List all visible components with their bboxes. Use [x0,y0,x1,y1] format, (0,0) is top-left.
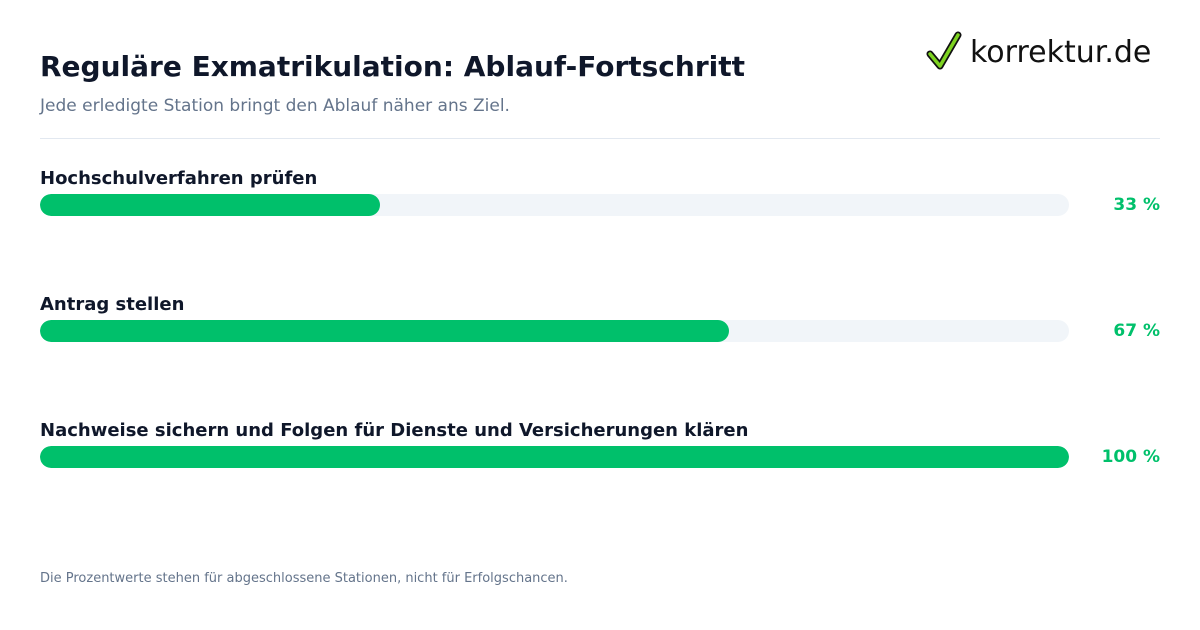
footnote: Die Prozentwerte stehen für abgeschlosse… [40,571,568,586]
page-title: Reguläre Exmatrikulation: Ablauf-Fortsch… [40,50,746,83]
progress-track [40,446,1069,468]
progress-bar [40,194,380,216]
header-divider [40,138,1160,139]
bar-label: Antrag stellen [40,294,185,315]
page-subtitle: Jede erledigte Station bringt den Ablauf… [40,96,510,116]
progress-track [40,320,1069,342]
percent-label: 67 % [1113,321,1160,341]
progress-bar [40,320,730,342]
bar-label: Nachweise sichern und Folgen für Dienste… [40,420,749,441]
logo-text: korrektur.de [970,34,1152,70]
bar-label: Hochschulverfahren prüfen [40,168,318,189]
brand-logo[interactable]: korrektur.de [926,28,1151,76]
progress-track [40,194,1069,216]
percent-label: 33 % [1113,195,1160,215]
percent-label: 100 % [1101,447,1160,467]
checkmark-icon [926,31,962,70]
progress-bar [40,446,1069,468]
